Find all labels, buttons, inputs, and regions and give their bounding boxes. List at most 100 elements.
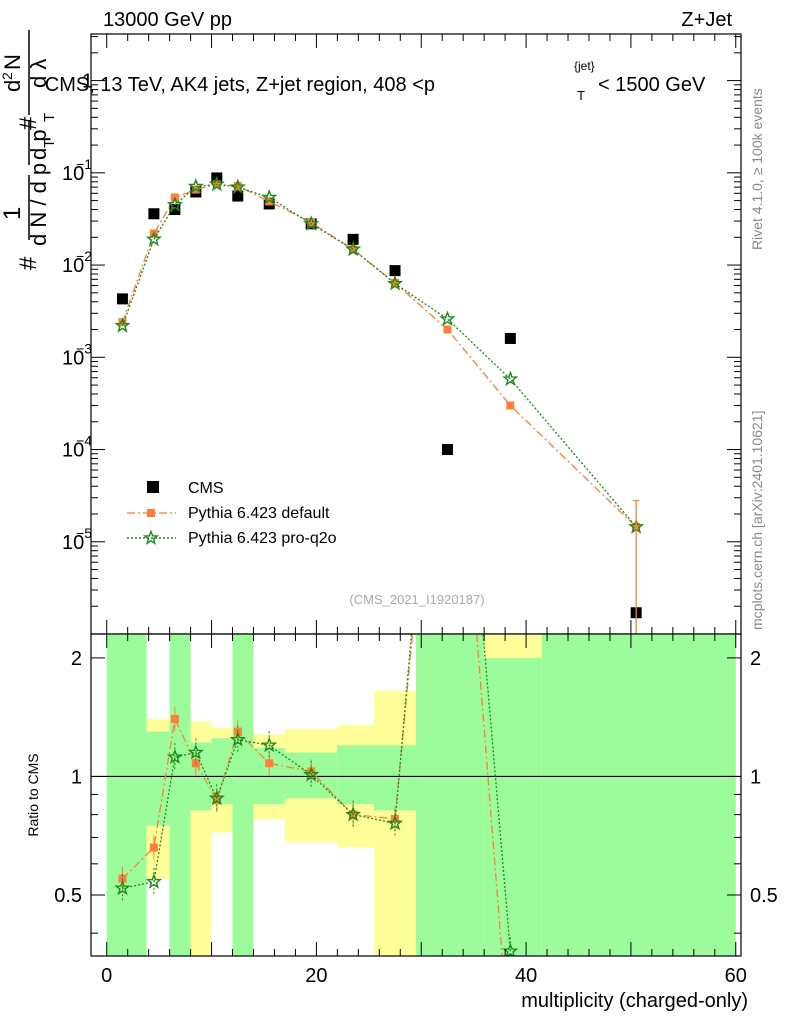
main-panel: 110−110−210−310−410−5 CMS, 13 TeV, AK4 j…: [0, 30, 742, 635]
data-point-default: [391, 278, 400, 287]
x-tick-label: 20: [305, 965, 327, 987]
legend-label-cms: CMS: [188, 480, 224, 497]
series-line: [121, 183, 637, 528]
ratio-y-tick-label-right: 1: [750, 766, 761, 788]
data-point-cms: [169, 204, 181, 216]
main-y-tick-exponent: −3: [76, 340, 92, 356]
svg-text:T: T: [41, 139, 58, 148]
process-label: Z+Jet: [681, 9, 732, 31]
legend-marker-cms: [147, 481, 159, 493]
ratio-point-proq2o: [187, 743, 204, 760]
x-tick-label: 40: [515, 965, 537, 987]
svg-text:#: #: [15, 256, 42, 270]
ratio-frame: [90, 633, 742, 957]
plot-title: CMS, 13 TeV, AK4 jets, Z+jet region, 408…: [45, 74, 435, 96]
plot-title-end: < 1500 GeV: [598, 74, 706, 96]
stat-band: [211, 738, 233, 805]
data-point-proq2o: [166, 196, 183, 212]
main-y-tick-label: 10: [62, 532, 84, 554]
data-point-default: [349, 245, 358, 254]
svg-text:d p: d p: [26, 129, 51, 160]
stat-band: [484, 657, 542, 956]
main-y-tick-exponent: −4: [76, 433, 92, 449]
data-point-proq2o: [439, 310, 456, 326]
main-y-tick-label: 10: [62, 255, 84, 277]
series-1: [118, 180, 641, 531]
data-point-cms: [441, 444, 453, 456]
ratio-point-proq2o: [502, 942, 519, 956]
ratio-point-proq2o: [303, 766, 320, 782]
data-point-proq2o: [261, 188, 278, 205]
x-tick-label: 60: [725, 965, 747, 987]
ratio-point-default: [149, 843, 158, 852]
stat-band: [106, 634, 147, 956]
svg-text:2: 2: [0, 72, 15, 80]
series-line: [121, 183, 637, 528]
stat-band: [337, 745, 375, 805]
svg-text:T: T: [41, 113, 58, 122]
legend-marker-default: [147, 509, 155, 517]
data-point-proq2o: [114, 317, 131, 333]
ratio-point-proq2o: [208, 789, 225, 806]
main-y-tick-label: 1: [82, 71, 93, 93]
ratio-point-default: [170, 714, 179, 723]
data-point-default: [443, 325, 452, 334]
ratio-point-proq2o: [114, 879, 131, 896]
main-y-tick-exponent: −1: [76, 156, 92, 172]
data-point-cms: [148, 208, 160, 220]
ratio-y-tick-label: 1: [71, 766, 82, 788]
ratio-point-proq2o: [229, 731, 246, 747]
ratio-line: [122, 634, 512, 952]
data-point-proq2o: [145, 230, 162, 247]
main-y-tick-exponent: −5: [76, 525, 92, 541]
ratio-y-label: Ratio to CMS: [25, 753, 41, 836]
series-0: [116, 172, 642, 619]
data-point-default: [506, 401, 515, 410]
energy-label: 13000 GeV pp: [103, 9, 232, 31]
ratio-y-tick-label: 0.5: [54, 885, 82, 907]
ratio-point-proq2o: [387, 814, 404, 831]
main-y-tick-exponent: −2: [76, 248, 92, 264]
ratio-panel: 0.5 0.51 12 20 20 40 60 Ratio to CMS multiplic…: [25, 633, 778, 1012]
data-point-proq2o: [303, 215, 320, 231]
data-point-default: [307, 218, 316, 227]
data-point-cms: [504, 332, 516, 344]
svg-text:1: 1: [0, 207, 26, 220]
ratio-point-default: [307, 767, 316, 776]
ratio-y-tick-label-right: 0.5: [750, 885, 778, 907]
stat-band: [146, 731, 170, 826]
ratio-point-proq2o: [166, 748, 184, 764]
stat-band: [232, 634, 254, 956]
svg-text:d: d: [0, 80, 25, 92]
data-point-proq2o: [229, 178, 246, 195]
data-point-proq2o: [502, 370, 519, 387]
data-point-default: [118, 318, 127, 327]
data-point-proq2o: [387, 275, 404, 291]
main-y-label: # 1 d N / d p T # d p T d 2 N d λ: [0, 30, 58, 270]
rivet-version-label: Rivet 4.1.0, ≥ 100k events: [749, 88, 765, 250]
svg-text:N: N: [0, 54, 25, 70]
series-2: [114, 175, 645, 534]
data-point-cms: [347, 233, 359, 245]
ratio-point-proq2o: [261, 736, 278, 753]
ratio-y-tick-label-right: 2: [750, 648, 761, 670]
data-point-cms: [116, 293, 128, 305]
svg-text:d λ: d λ: [26, 59, 51, 88]
ratio-y-tick-label: 2: [71, 648, 82, 670]
ratio-point-proq2o: [345, 806, 362, 822]
ratio-point-default: [265, 759, 274, 768]
data-point-default: [233, 181, 242, 190]
data-point-proq2o: [345, 240, 362, 257]
data-point-proq2o: [187, 177, 204, 194]
main-y-tick-label: 10: [62, 440, 84, 462]
stat-band: [374, 745, 416, 811]
main-y-tick-label: 10: [62, 347, 84, 369]
svg-text:d N / d p: d N / d p: [26, 163, 51, 246]
plot-title-superscript: {jet}: [574, 59, 595, 73]
x-tick-label: 0: [101, 965, 112, 987]
stat-band: [169, 634, 191, 956]
plot-title-subscript: T: [577, 88, 585, 103]
legend: CMS Pythia 6.423 default Pythia 6.423 pr…: [127, 480, 337, 547]
stat-band: [541, 634, 736, 956]
